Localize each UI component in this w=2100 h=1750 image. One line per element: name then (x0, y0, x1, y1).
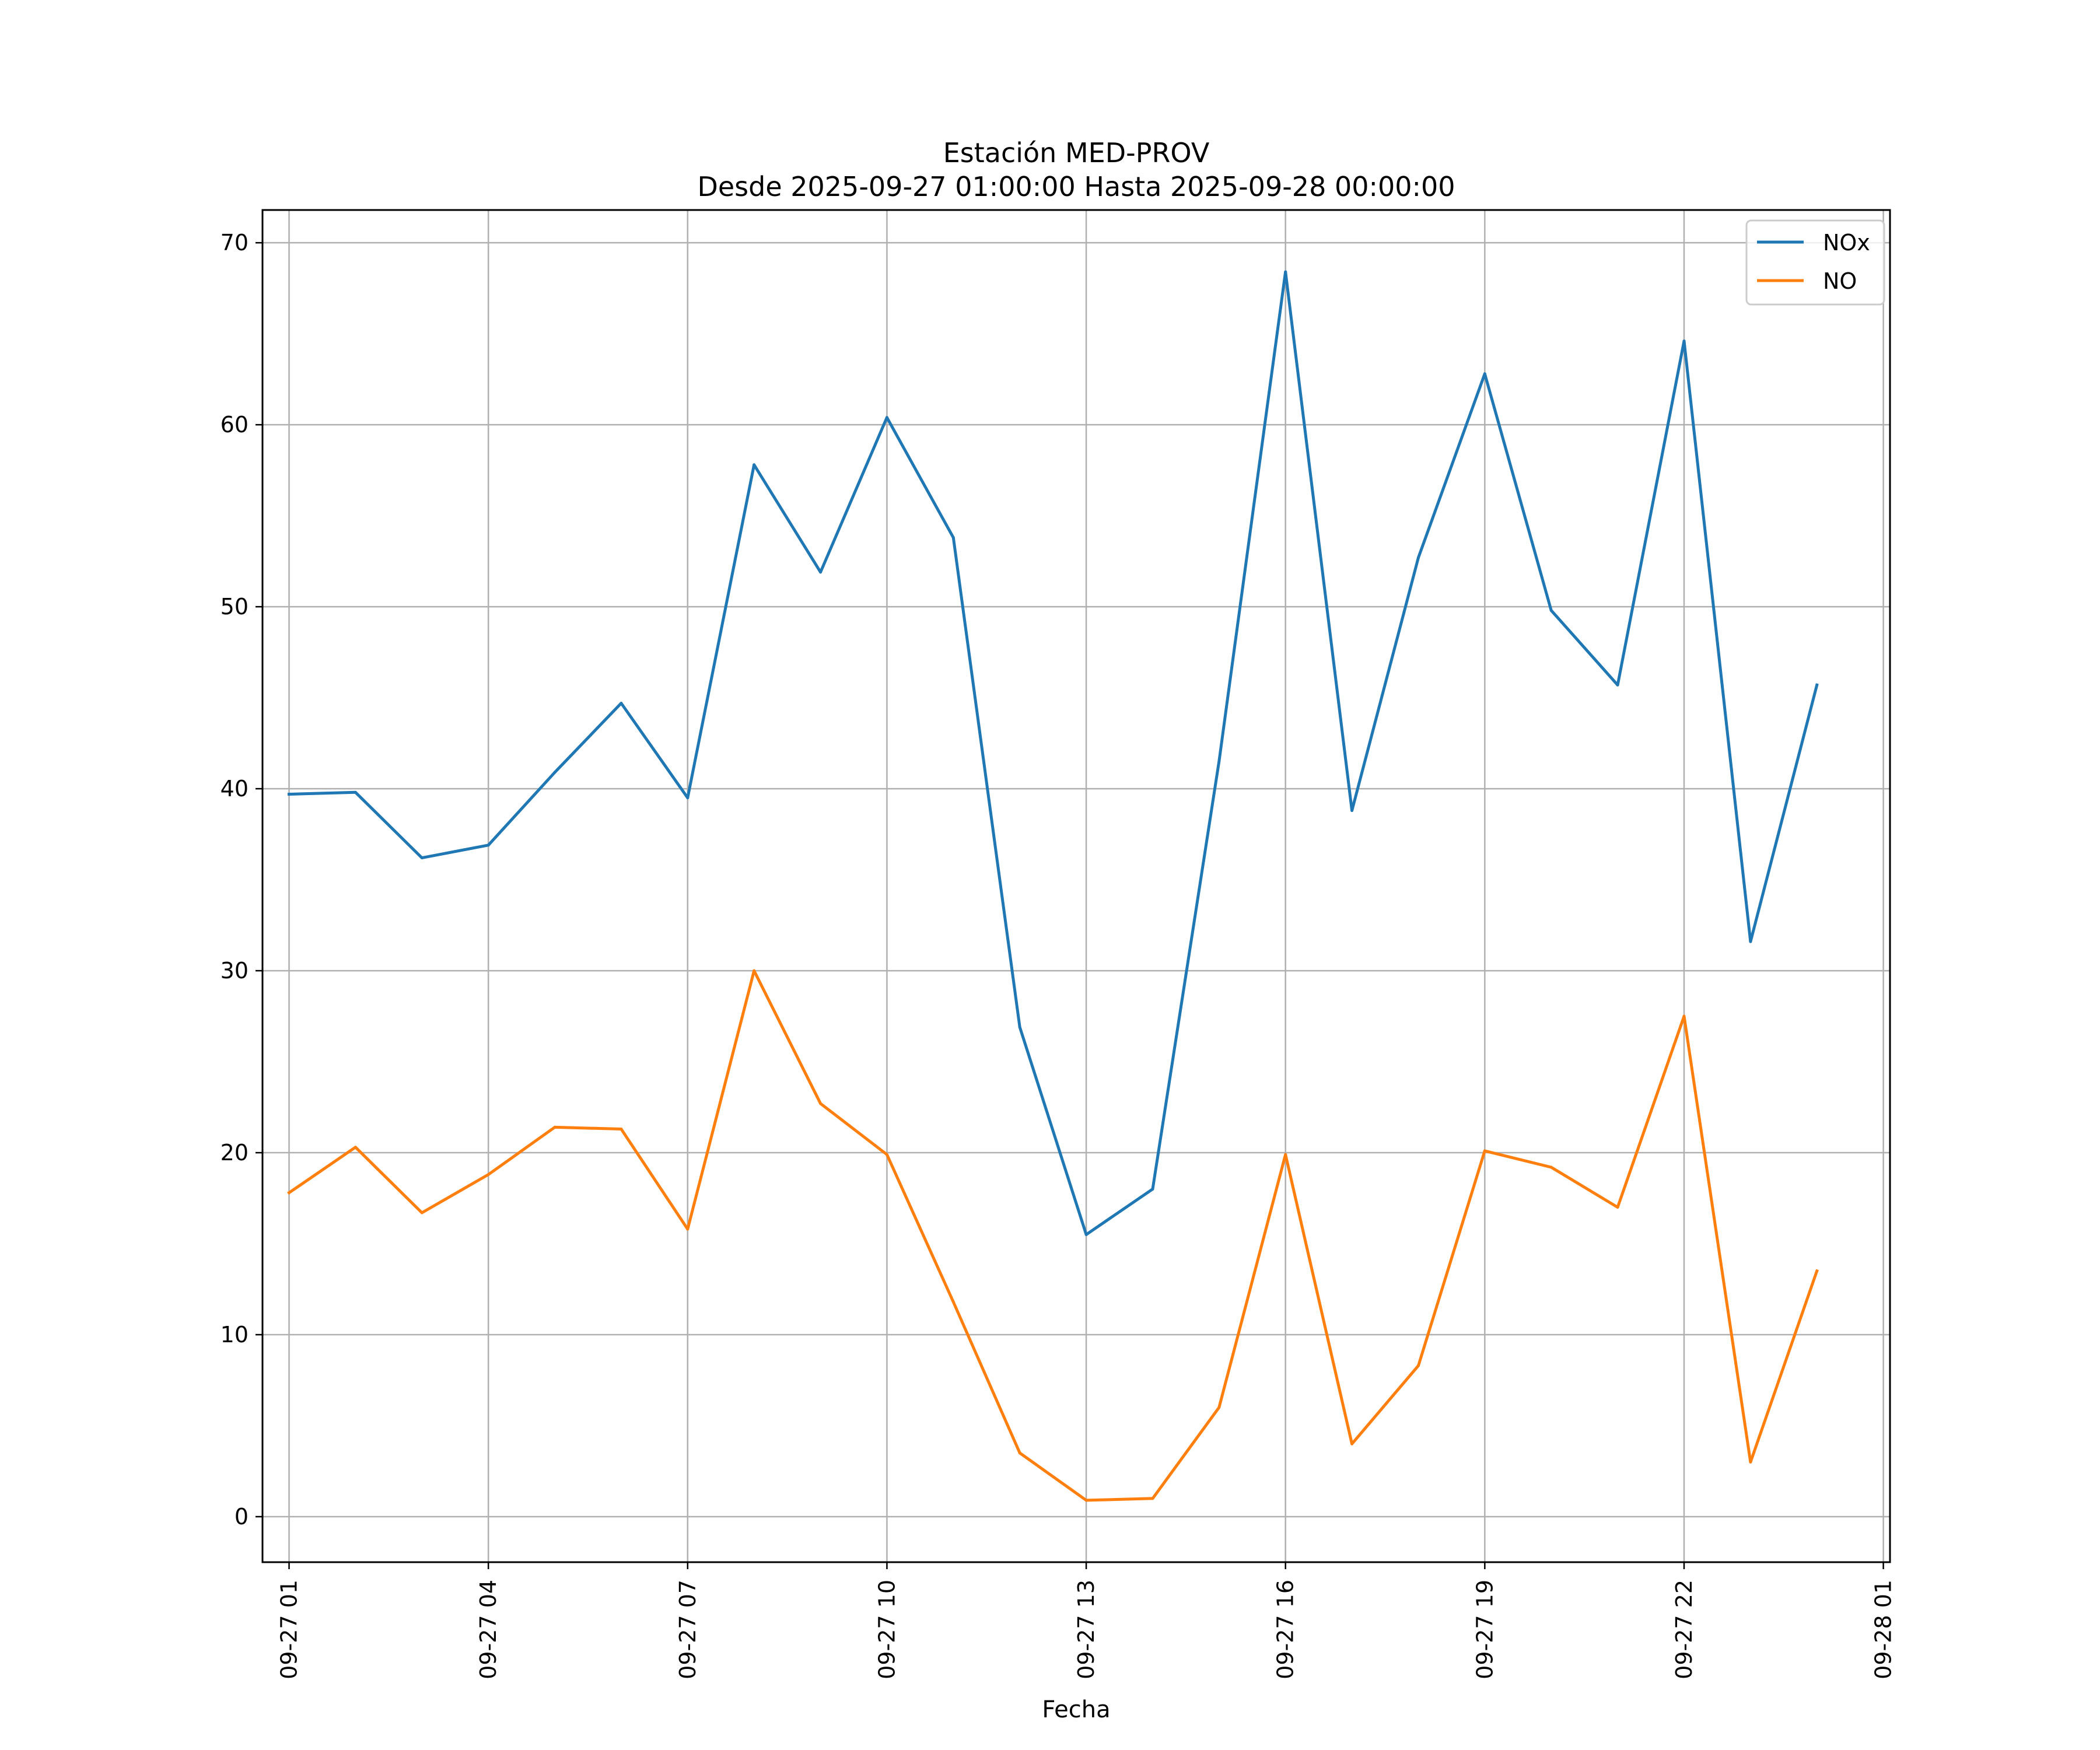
data-point-nox (1815, 683, 1819, 687)
x-tick-label: 09-27 16 (1273, 1580, 1298, 1679)
data-point-nox (1749, 940, 1752, 943)
y-tick-label: 20 (220, 1140, 249, 1166)
grid (262, 210, 1890, 1562)
data-point-no (1416, 1364, 1420, 1367)
data-point-nox (354, 790, 357, 794)
data-point-nox (1151, 1187, 1154, 1191)
data-point-nox (1682, 340, 1686, 343)
x-tick-label: 09-27 07 (675, 1580, 701, 1679)
data-point-no (1284, 1153, 1287, 1156)
chart-title-line2: Desde 2025-09-27 01:00:00 Hasta 2025-09-… (697, 171, 1455, 202)
data-point-nox (420, 856, 424, 860)
data-point-nox (1616, 683, 1619, 687)
y-tick-label: 30 (220, 958, 249, 984)
data-point-no (1018, 1451, 1021, 1455)
data-point-no (1483, 1149, 1486, 1153)
y-tick-label: 40 (220, 776, 249, 802)
data-point-no (288, 1191, 291, 1195)
data-point-nox (1549, 608, 1553, 612)
series-line-no (287, 969, 1819, 1502)
data-point-no (819, 1102, 822, 1105)
x-tick-label: 09-27 22 (1671, 1580, 1697, 1679)
data-point-nox (951, 536, 955, 540)
data-point-nox (1217, 760, 1221, 763)
x-axis-label: Fecha (1042, 1696, 1110, 1723)
legend: NOx NO (1745, 219, 1885, 306)
data-point-nox (885, 416, 888, 419)
data-point-nox (1284, 270, 1287, 274)
data-point-nox (1018, 1026, 1021, 1029)
x-tick-label: 09-27 10 (874, 1580, 900, 1679)
y-tick-label: 0 (235, 1504, 249, 1530)
data-point-no (752, 969, 756, 972)
y-axis: 0 10 20 30 40 50 60 70 (220, 230, 262, 1530)
data-point-nox (487, 844, 490, 847)
data-point-no (885, 1153, 888, 1156)
data-point-no (1616, 1206, 1619, 1209)
series-lines (287, 270, 1819, 1502)
y-tick-label: 70 (220, 230, 249, 256)
y-tick-label: 50 (220, 594, 249, 620)
data-point-nox (1416, 556, 1420, 559)
legend-label-no: NO (1823, 268, 1857, 294)
data-point-no (1749, 1460, 1752, 1464)
data-point-nox (1084, 1233, 1088, 1236)
data-point-no (1682, 1014, 1686, 1018)
data-point-no (553, 1125, 556, 1129)
data-point-no (1217, 1406, 1221, 1409)
x-tick-label: 09-27 01 (276, 1580, 302, 1679)
data-point-nox (686, 796, 690, 800)
x-tick-label: 09-27 13 (1073, 1580, 1099, 1679)
series-line-nox (288, 270, 1819, 1236)
data-point-no (1549, 1166, 1553, 1169)
data-point-no (1350, 1442, 1354, 1446)
x-tick-label: 09-28 01 (1871, 1580, 1896, 1679)
x-axis: 09-27 01 09-27 04 09-27 07 09-27 10 09-27 13… (276, 1562, 1896, 1679)
data-point-no (420, 1211, 424, 1214)
data-point-no (620, 1127, 623, 1130)
data-point-nox (553, 771, 556, 774)
chart-title-line1: Estación MED-PROV (943, 137, 1210, 169)
x-tick-label: 09-27 19 (1472, 1580, 1497, 1679)
data-point-nox (752, 463, 756, 467)
data-point-nox (288, 792, 291, 796)
data-point-nox (620, 701, 623, 705)
data-point-no (686, 1227, 690, 1231)
data-point-no (487, 1172, 490, 1176)
data-point-no (1084, 1499, 1088, 1502)
data-point-no (354, 1146, 357, 1149)
data-point-nox (819, 570, 822, 574)
data-point-no (1815, 1269, 1819, 1273)
legend-label-nox: NOx (1823, 230, 1870, 256)
data-point-no (1151, 1497, 1154, 1500)
x-tick-label: 09-27 04 (475, 1580, 501, 1679)
data-point-nox (1350, 809, 1354, 813)
data-point-no (951, 1300, 955, 1304)
y-tick-label: 10 (220, 1322, 249, 1348)
y-tick-label: 60 (220, 412, 249, 438)
data-point-nox (1483, 372, 1486, 376)
plot-frame (261, 209, 1891, 1563)
